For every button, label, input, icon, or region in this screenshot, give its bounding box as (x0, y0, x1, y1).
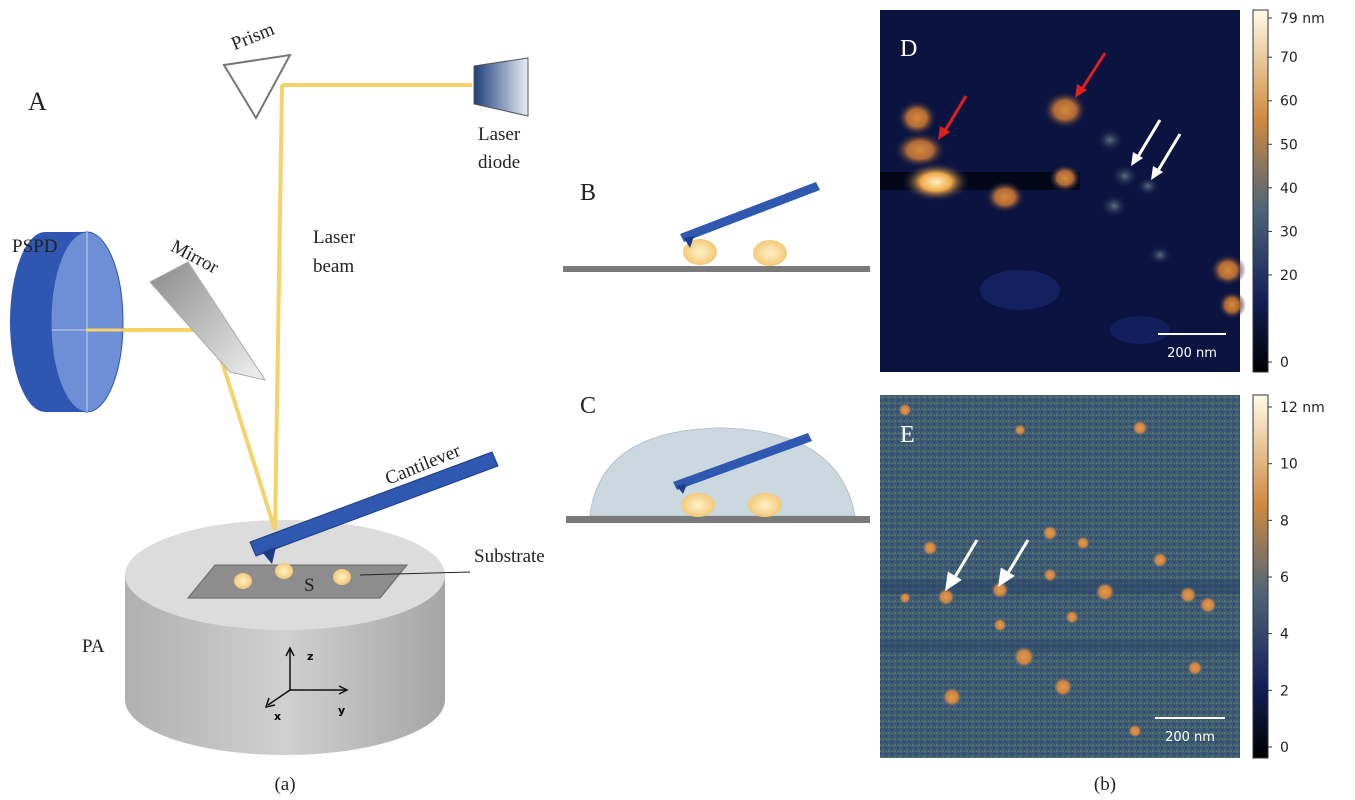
caption: (b) (1094, 774, 1116, 795)
afm-image (880, 395, 1240, 758)
particle (234, 573, 252, 589)
colorbar-tick-label: 30 (1280, 224, 1298, 240)
axis-z: z (307, 650, 313, 663)
label-laser-beam: beam (313, 256, 354, 277)
label-substrate: Substrate (474, 546, 545, 567)
colorbar (1253, 10, 1268, 372)
panel-label: C (580, 393, 596, 419)
caption: (a) (274, 774, 295, 795)
particle (275, 563, 293, 579)
scale-bar-label: 200 nm (1165, 730, 1215, 745)
label-laser-diode: Laser (478, 124, 521, 145)
panel-label: D (900, 36, 917, 62)
colorbar-tick-label: 40 (1280, 181, 1298, 197)
laser-diode (474, 58, 528, 116)
particle (681, 493, 715, 517)
substrate (188, 565, 407, 598)
figure: A Prism Laser diode Laser beam PSPD Mirr… (0, 0, 1355, 800)
panel-label: E (900, 422, 915, 448)
mirror (150, 262, 265, 380)
substrate (563, 266, 870, 272)
scale-bar-label: 200 nm (1167, 346, 1217, 361)
label-sample: S (304, 575, 315, 596)
label-laser-diode: diode (478, 152, 520, 173)
colorbar-tick-label: 79 nm (1280, 11, 1325, 27)
colorbar-tick-label: 4 (1280, 627, 1289, 643)
label-laser-beam: Laser (313, 227, 356, 248)
colorbar-tick-label: 8 (1280, 513, 1289, 529)
substrate (566, 516, 870, 523)
colorbar-tick-label: 0 (1280, 355, 1289, 371)
colorbar-tick-label: 60 (1280, 94, 1298, 110)
stage-bottom (125, 645, 445, 755)
axis-x: x (274, 710, 281, 723)
colorbar-tick-label: 2 (1280, 683, 1289, 699)
colorbar-tick-label: 6 (1280, 570, 1289, 586)
colorbar-tick-label: 50 (1280, 137, 1298, 153)
label-pspd: PSPD (12, 236, 57, 257)
label-prism: Prism (228, 19, 277, 55)
panel-label: A (28, 87, 47, 116)
colorbar-tick-label: 70 (1280, 50, 1298, 66)
axis-y: y (338, 704, 345, 717)
particle (333, 569, 351, 585)
label-pa: PA (82, 636, 105, 657)
panel-label: B (580, 180, 596, 206)
colorbar-tick-label: 12 nm (1280, 400, 1325, 416)
particle (753, 240, 787, 266)
colorbar-tick-label: 20 (1280, 268, 1298, 284)
colorbar-tick-label: 10 (1280, 457, 1298, 473)
cantilever (680, 182, 820, 242)
colorbar (1253, 395, 1268, 758)
particle (748, 493, 782, 517)
colorbar-tick-label: 0 (1280, 740, 1289, 756)
